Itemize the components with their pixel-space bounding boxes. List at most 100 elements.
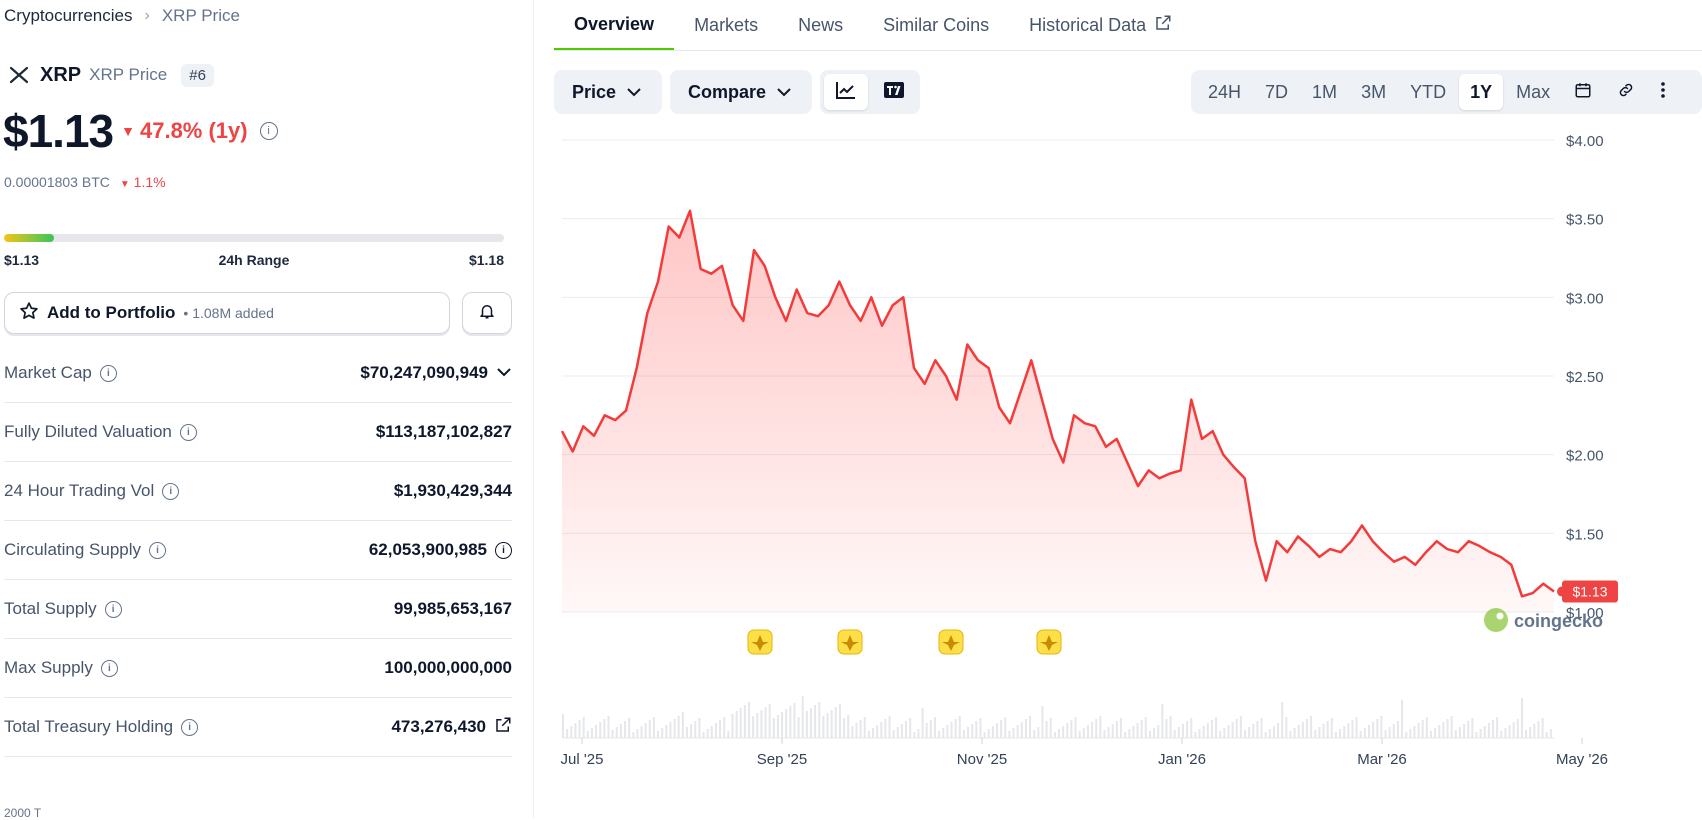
volume-bar [1169,716,1172,738]
range-max[interactable]: Max [1516,81,1551,102]
volume-bar [785,709,788,738]
volume-bar [946,725,949,738]
volume-bar [855,723,858,738]
volume-bar [1078,731,1081,738]
volume-bar [983,732,986,738]
tab-historical-data-label: Historical Data [1029,14,1147,35]
volume-bar [826,713,829,738]
tab-overview[interactable]: Overview [554,0,675,50]
tab-similar-coins[interactable]: Similar Coins [883,14,990,35]
event-marker[interactable] [1036,629,1062,655]
add-to-portfolio-button[interactable]: Add to Portfolio • 1.08M added [4,292,450,334]
stat-value: $70,247,090,949 [360,363,488,382]
chevron-down-icon[interactable] [496,363,512,383]
range-bar [4,234,504,242]
volume-bar [1487,723,1490,738]
volume-bar [1500,731,1503,738]
event-marker[interactable] [837,629,863,655]
share-link-button[interactable] [1605,74,1647,110]
stat-value: 473,276,430 [391,717,486,736]
volume-bar [847,715,850,738]
volume-bar [838,704,841,738]
volume-bar [1161,704,1164,738]
event-marker[interactable] [747,629,773,655]
volume-bar [1442,722,1445,738]
volume-bar [1082,728,1085,738]
volume-bar [632,732,635,738]
bell-icon [478,302,496,325]
volume-bar [900,724,903,738]
volume-bar [797,717,800,738]
info-icon[interactable]: i [162,482,180,500]
volume-bar [760,710,763,738]
volume-bar [1492,720,1494,738]
range-ytd[interactable]: YTD [1410,81,1447,102]
more-options-button[interactable] [1649,74,1677,110]
volume-bar [793,703,796,738]
volume-bar [979,718,982,738]
compare-dropdown[interactable]: Compare [670,70,812,114]
volume-bar [1339,729,1342,738]
volume-bar [1012,728,1015,738]
stat-value: 99,985,653,167 [393,599,512,618]
info-icon[interactable]: i [104,600,122,618]
range-3m[interactable]: 3M [1361,81,1387,102]
info-icon[interactable]: i [179,423,197,441]
x-tick-label: May '26 [1556,751,1608,768]
volume-bar [1215,717,1218,738]
volume-bar [938,731,941,738]
volume-bar [640,726,643,738]
volume-bar [1516,719,1519,738]
event-marker[interactable] [938,629,964,655]
volume-bar [1206,723,1209,738]
external-link-icon[interactable] [494,716,512,739]
price-alert-button[interactable] [462,292,512,334]
volume-bar [661,728,664,738]
volume-bar [805,711,808,738]
volume-bar [1260,718,1263,738]
volume-bar [586,731,589,738]
calendar-button[interactable] [1563,74,1603,110]
volume-bar [1376,719,1379,738]
tab-historical-data[interactable]: Historical Data [1009,0,1192,50]
range-1m[interactable]: 1M [1312,81,1338,102]
breadcrumb-cryptocurrencies[interactable]: Cryptocurrencies [4,6,133,25]
price-chart[interactable]: $1.00 $1.50 $2.00 $2.50 $3.00 $3.50 $4.00 Jul … [554,130,1702,818]
volume-bar [954,719,957,738]
volume-bar [1074,717,1077,738]
info-icon[interactable]: i [149,541,167,559]
price-dropdown[interactable]: Price [554,70,662,114]
volume-bar [1471,718,1474,738]
volume-bar [789,706,792,738]
stat-label: Total Treasury Holding [4,717,174,736]
volume-bar [801,696,804,738]
volume-bar [1384,730,1387,738]
y-tick-label: $1.50 [1566,526,1604,543]
range-1y[interactable]: 1Y [1459,74,1504,110]
tab-news[interactable]: News [798,14,844,35]
volume-bar [1235,719,1238,738]
tab-markets[interactable]: Markets [694,14,759,35]
range-7d[interactable]: 7D [1265,81,1289,102]
volume-bar [772,718,775,738]
range-24h[interactable]: 24H [1208,81,1242,102]
info-icon[interactable]: i [259,122,278,140]
tradingview-button[interactable] [872,74,916,110]
info-icon[interactable]: i [495,541,512,559]
volume-bar [1227,725,1230,738]
info-icon[interactable]: i [100,659,118,677]
volume-bar [1330,718,1333,738]
volume-bar [595,725,598,738]
volume-bar [1434,728,1437,738]
volume-bar [1210,720,1213,738]
volume-bar [1157,725,1160,738]
volume-bar [888,716,891,738]
price-change: ▼ 47.8% (1y) [121,118,247,144]
info-icon[interactable]: i [99,364,117,382]
line-chart-button[interactable] [824,74,868,110]
info-icon[interactable]: i [181,718,199,736]
stats-table: Market Cap i $70,247,090,949 Fully Dilute… [4,344,512,757]
stat-value: $113,187,102,827 [375,422,512,441]
btc-price: 0.00001803 BTC [4,174,110,190]
coingecko-logo-icon [1484,608,1508,632]
